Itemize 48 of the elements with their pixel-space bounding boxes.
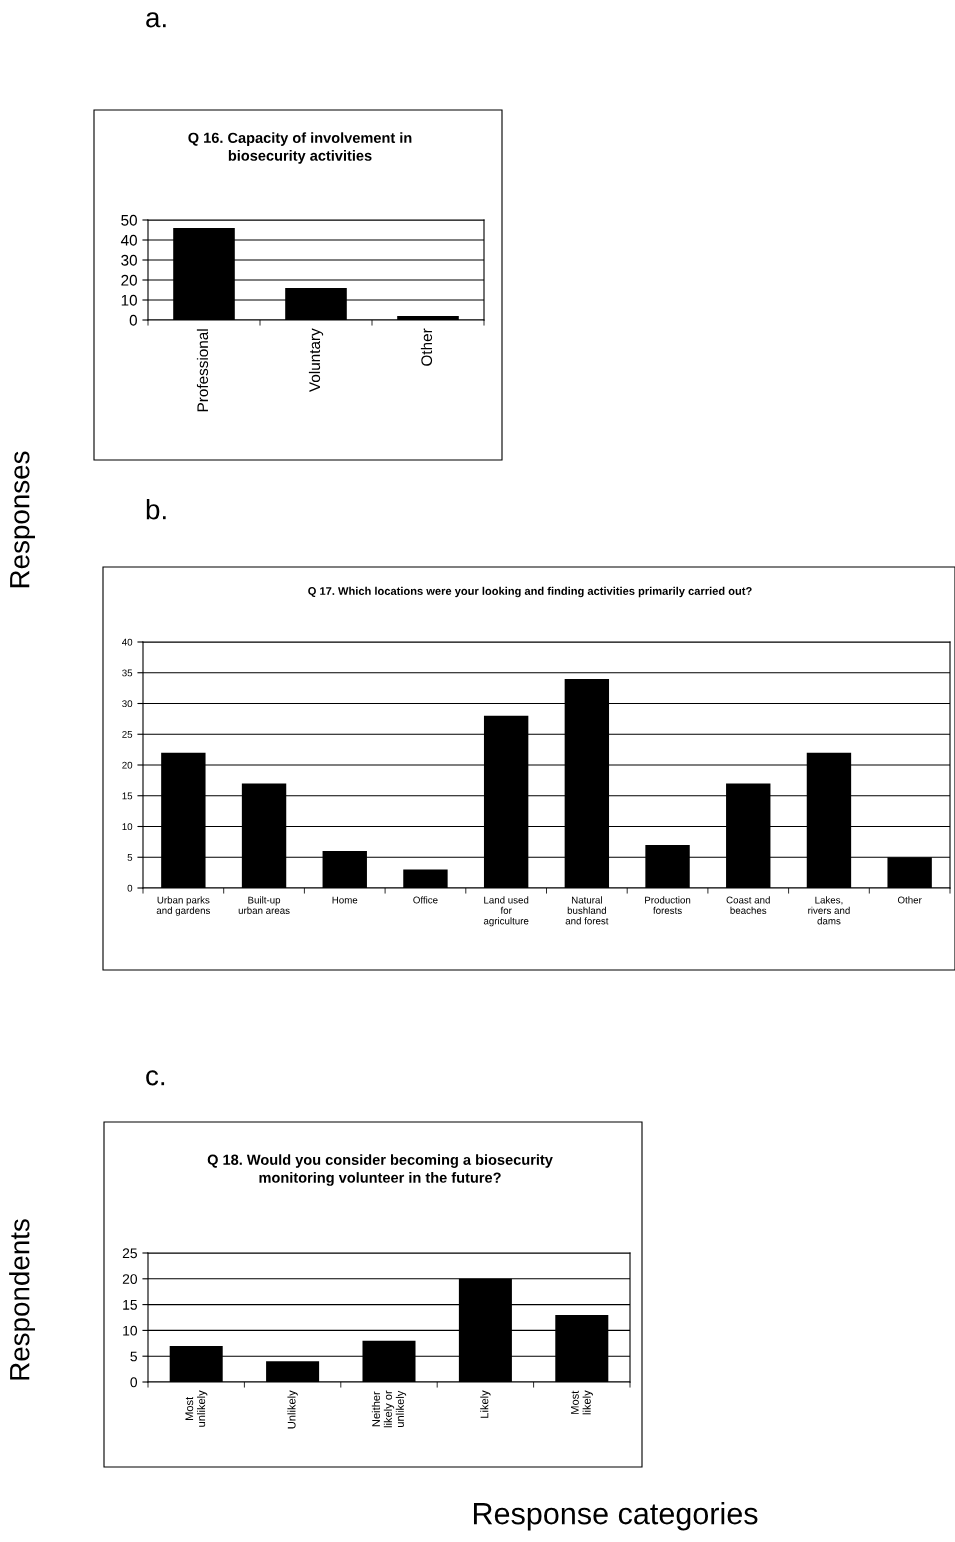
- y-tick-label: 25: [122, 730, 133, 738]
- y-tick-label: 10: [123, 1325, 138, 1336]
- x-tick-label: Most unlikely: [185, 1390, 208, 1427]
- x-tick-label: Home: [332, 896, 358, 904]
- y-tick-label: 50: [121, 214, 137, 226]
- y-tick-label: 20: [121, 274, 137, 286]
- y-tick-label: 35: [122, 669, 133, 677]
- x-tick-label: Lakes, rivers and dams: [808, 896, 850, 925]
- y-tick-label: 10: [121, 294, 137, 306]
- text: c.: [146, 1070, 165, 1086]
- y-tick-label: 5: [130, 1351, 137, 1362]
- x-tick-label: Land used for agriculture: [483, 896, 529, 927]
- x-tick-label: Built-up urban areas: [238, 896, 290, 914]
- text: b.: [146, 499, 166, 520]
- y-tick-label: 0: [130, 1377, 138, 1388]
- x-tick-label: Unlikely: [287, 1390, 298, 1429]
- y-tick-label: 15: [123, 1300, 137, 1310]
- y-tick-label: 40: [121, 638, 133, 646]
- x-tick-label: Office: [413, 896, 438, 904]
- x-tick-label: Likely: [480, 1390, 491, 1418]
- x-tick-label: Other: [420, 328, 433, 366]
- y-tick-label: 30: [122, 700, 133, 708]
- x-tick-label: Other: [897, 896, 922, 904]
- y-tick-label: 20: [122, 761, 133, 769]
- x-tick-label: Voluntary: [308, 328, 324, 392]
- y-axis-title: Respondents: [9, 1219, 35, 1380]
- x-axis-title: Response categories: [473, 1502, 758, 1531]
- y-tick-label: 15: [122, 792, 133, 800]
- text: a.: [146, 12, 166, 28]
- x-tick-label: Coast and beaches: [726, 896, 770, 914]
- x-tick-label: Neither likely or unlikely: [371, 1390, 407, 1428]
- x-tick-label: Production forests: [645, 896, 691, 914]
- y-tick-label: 5: [127, 854, 133, 861]
- y-axis-title: Responses: [10, 451, 35, 588]
- y-tick-label: 20: [122, 1274, 138, 1284]
- x-tick-label: Natural bushland and forest: [565, 896, 609, 925]
- x-tick-label: Most likely: [571, 1390, 593, 1415]
- x-tick-label: Urban parks and gardens: [156, 896, 211, 916]
- y-tick-label: 10: [122, 823, 133, 831]
- y-tick-label: 0: [127, 884, 133, 892]
- y-tick-label: 25: [122, 1248, 137, 1259]
- chart-title: Q 16. Capacity of involvement in biosecurity activities: [188, 132, 412, 164]
- chart-title: Q 17. Which locations were your looking and finding activities primarily carried out?: [308, 586, 752, 598]
- y-tick-label: 40: [120, 234, 137, 246]
- x-tick-label: Professional: [196, 329, 209, 412]
- y-tick-label: 0: [129, 314, 137, 326]
- y-tick-label: 30: [121, 254, 137, 266]
- chart-title: Q 18. Would you consider becoming a biosecurity monitoring volunteer in the future?: [207, 1154, 553, 1186]
